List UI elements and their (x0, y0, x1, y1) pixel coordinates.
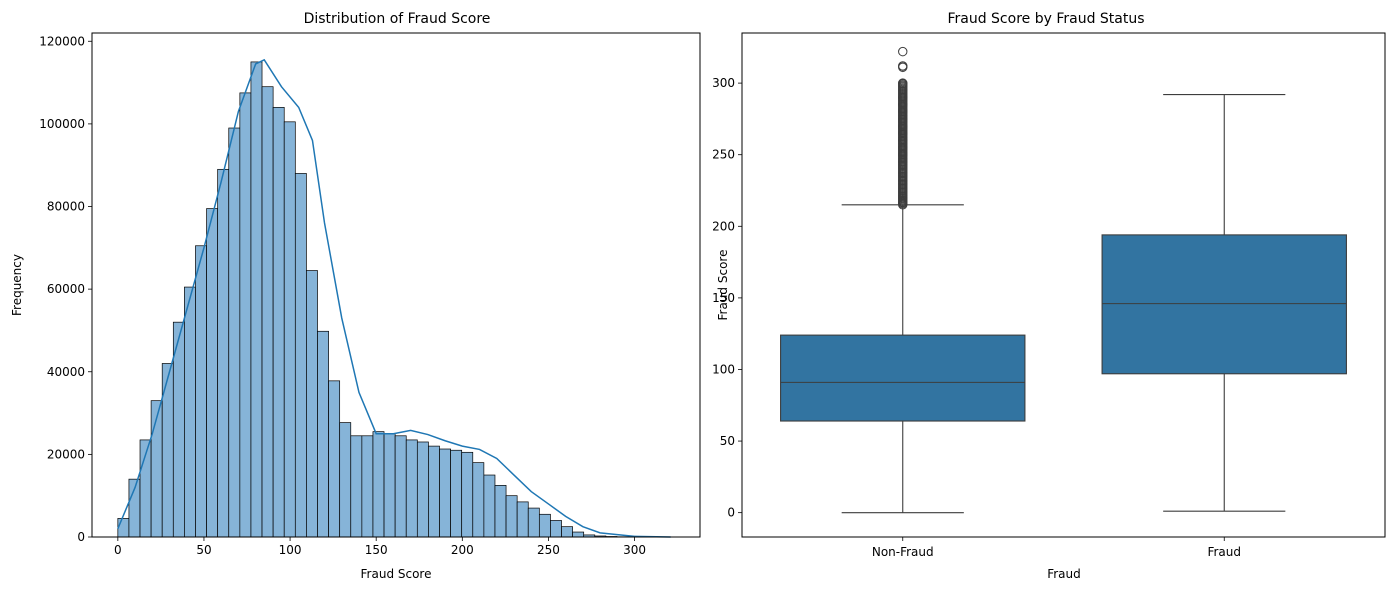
hist-y-tick-label: 100000 (39, 117, 85, 131)
hist-x-tick-label: 200 (451, 543, 474, 557)
box-outlier (898, 61, 908, 71)
hist-x-label: Fraud Score (361, 567, 432, 581)
boxplot-panel: Fraud Score by Fraud Status Non-Fraud Fra… (712, 11, 1386, 581)
hist-bar (483, 474, 496, 538)
histogram-panel: Distribution of Fraud Score 0 50 100 150 200… (10, 11, 701, 581)
hist-x-tick-label: 300 (623, 543, 646, 557)
box-outlier (898, 46, 908, 57)
hist-y-tick-label: 120000 (39, 34, 85, 48)
hist-y-tick-label: 60000 (47, 282, 85, 296)
box-y-tick-label: 300 (712, 76, 735, 90)
hist-kde-line (117, 58, 671, 538)
hist-bar (572, 531, 585, 538)
hist-bar (372, 431, 385, 538)
box-x-label: Fraud (1047, 567, 1081, 581)
hist-bar (228, 127, 241, 538)
box-y-tick-label: 0 (727, 506, 735, 520)
hist-bar (272, 107, 285, 538)
box-body (780, 46, 1347, 514)
box-y-tick-label: 200 (712, 219, 735, 233)
hist-y-tick-label: 20000 (47, 447, 85, 461)
box-x-ticks: Non-Fraud Fraud (872, 537, 1241, 559)
hist-bar (527, 507, 540, 538)
box-axes-frame (741, 32, 1386, 538)
hist-y-tick-label: 0 (77, 530, 85, 544)
hist-bar (405, 439, 418, 538)
hist-x-tick-label: 100 (279, 543, 302, 557)
box-title: Fraud Score by Fraud Status (947, 11, 1144, 27)
box-iqr (1101, 234, 1347, 375)
hist-bar (428, 445, 440, 538)
hist-y-tick-label: 80000 (47, 200, 85, 214)
hist-y-ticks: 0 20000 40000 60000 80000 100000 120000 (39, 34, 92, 544)
hist-bar (239, 92, 252, 538)
hist-bar (317, 330, 329, 538)
hist-x-tick-label: 250 (537, 543, 560, 557)
hist-bar (184, 286, 196, 538)
hist-bar (328, 380, 341, 538)
hist-axes-frame (91, 32, 701, 538)
hist-bar (306, 270, 318, 538)
hist-x-tick-label: 0 (114, 543, 122, 557)
hist-bar (561, 526, 573, 538)
hist-bar (472, 462, 485, 538)
box-y-ticks: 0 50 100 150 200 250 300 (712, 76, 742, 520)
hist-bar (505, 495, 518, 538)
hist-bar (494, 485, 507, 538)
hist-bar (361, 435, 374, 538)
box-iqr (780, 334, 1026, 422)
hist-bar (439, 448, 451, 538)
hist-x-tick-label: 150 (365, 543, 388, 557)
hist-bar (339, 422, 352, 538)
hist-y-tick-label: 40000 (47, 365, 85, 379)
hist-bar (261, 86, 274, 538)
box-x-tick-label: Fraud (1207, 545, 1241, 559)
hist-bar (294, 173, 307, 538)
hist-bar (283, 121, 296, 538)
hist-bar (150, 400, 163, 538)
hist-bar (217, 168, 230, 538)
hist-bar (350, 435, 363, 538)
hist-bar (538, 513, 551, 538)
hist-bar (195, 245, 207, 538)
hist-bar (550, 520, 562, 538)
hist-bar (461, 451, 474, 538)
box-y-tick-label: 150 (712, 291, 735, 305)
hist-x-ticks: 0 50 100 150 200 250 300 (114, 537, 646, 557)
hist-x-tick-label: 50 (196, 543, 211, 557)
hist-bar (450, 449, 463, 538)
hist-title: Distribution of Fraud Score (304, 11, 491, 27)
hist-bar (516, 501, 529, 538)
box-y-tick-label: 50 (720, 434, 735, 448)
hist-y-label: Frequency (10, 254, 24, 316)
box-x-tick-label: Non-Fraud (872, 545, 934, 559)
hist-bars (117, 61, 673, 538)
box-y-tick-label: 250 (712, 148, 735, 162)
hist-bar (383, 433, 396, 538)
box-y-label: Fraud Score (716, 250, 730, 321)
box-outlier (898, 78, 908, 88)
hist-bar (206, 208, 219, 538)
hist-bar (250, 61, 263, 538)
hist-bar (117, 518, 130, 538)
hist-bar (394, 435, 407, 538)
hist-bar (416, 441, 429, 538)
box-y-tick-label: 100 (712, 362, 735, 376)
